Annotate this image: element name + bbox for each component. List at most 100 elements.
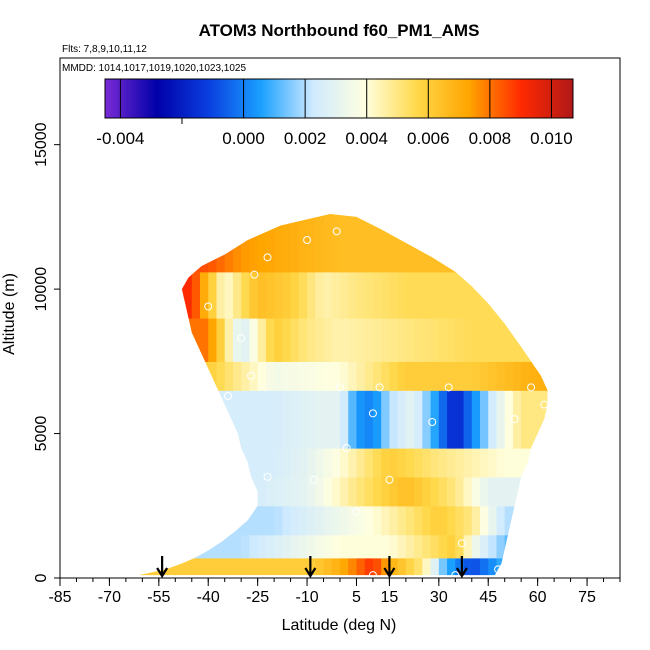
heatmap-cell [471, 361, 481, 391]
heatmap-cell [348, 505, 358, 536]
heatmap-cell [463, 476, 473, 507]
heatmap-cell [307, 390, 316, 449]
heatmap-cell [471, 534, 481, 559]
heatmap-cell [381, 534, 391, 559]
heatmap-cell [430, 505, 440, 536]
heatmap-cell [191, 318, 201, 362]
heatmap-cell [381, 361, 391, 391]
heatmap-cell [208, 318, 218, 362]
x-tick-label: -10 [295, 589, 318, 606]
heatmap-cell [455, 557, 465, 576]
heatmap-cell [480, 557, 489, 576]
heatmap-cell [529, 505, 539, 536]
heatmap-cell [447, 214, 456, 273]
heatmap-cell [512, 448, 522, 478]
heatmap-cell [430, 557, 440, 576]
x-axis-label: Latitude (deg N) [282, 617, 397, 634]
heatmap-cell [381, 214, 391, 273]
heatmap-cell [340, 557, 349, 576]
heatmap-cell [175, 448, 185, 478]
heatmap-cell [504, 390, 514, 449]
heatmap-cell [142, 476, 152, 507]
heatmap-cell [372, 318, 382, 362]
heatmap-cell [232, 476, 242, 507]
colorbar-tick-label: 0.004 [345, 129, 388, 148]
heatmap-cell [298, 534, 308, 559]
heatmap-cell [521, 390, 531, 449]
heatmap-cell [405, 214, 415, 273]
heatmap-cell [496, 214, 506, 273]
heatmap-cell [175, 214, 185, 273]
heatmap-cell [488, 318, 498, 362]
heatmap-cell [414, 271, 423, 319]
heatmap-cell [504, 505, 514, 536]
heatmap-cell [562, 477, 571, 506]
heatmap-cell [126, 448, 135, 477]
heatmap-cell [232, 271, 242, 319]
heatmap-cell [414, 214, 423, 273]
heatmap-cell [463, 361, 473, 391]
heatmap-cell [158, 476, 168, 507]
heatmap-cell [307, 448, 316, 478]
heatmap-cell [529, 214, 539, 273]
heatmap-cell [249, 318, 259, 362]
heatmap-cell [249, 271, 259, 319]
sample-point [247, 371, 256, 380]
heatmap-cell [496, 271, 506, 319]
heatmap-cell [397, 361, 407, 391]
heatmap-cell [323, 505, 333, 536]
heatmap-cell [389, 318, 399, 362]
heatmap-cell [447, 534, 456, 559]
heatmap-cell [554, 558, 563, 579]
heatmap-cell [554, 202, 563, 272]
heatmap-cell [200, 505, 209, 536]
heatmap-cell [175, 361, 185, 391]
heatmap-cell [529, 534, 539, 559]
heatmap-cell [422, 214, 432, 273]
heatmap-cell [422, 318, 432, 362]
heatmap-cell [348, 448, 358, 478]
heatmap-cell [191, 214, 201, 273]
heatmap-cell [397, 557, 407, 576]
heatmap-cell [200, 214, 209, 273]
x-tick-label: -85 [48, 589, 71, 606]
heatmap-cell [356, 390, 366, 449]
chart-title: ATOM3 Northbound f60_PM1_AMS [199, 21, 480, 40]
heatmap-cell [455, 318, 465, 362]
heatmap-cell [315, 448, 325, 478]
heatmap-cell [109, 202, 118, 272]
heatmap-cell [200, 318, 209, 362]
heatmap-cell [224, 476, 234, 507]
heatmap-cell [315, 390, 325, 449]
heatmap-cell [447, 448, 456, 478]
heatmap-cell [504, 476, 514, 507]
heatmap-cell [512, 390, 522, 449]
heatmap-cell [512, 271, 522, 319]
heatmap-cell [397, 214, 407, 273]
heatmap-cell [496, 448, 506, 478]
sample-point [237, 334, 246, 343]
heatmap-cell [537, 214, 547, 273]
heatmap-cell [405, 557, 415, 576]
heatmap-cell [438, 390, 448, 449]
heatmap-cell [521, 318, 531, 362]
arrow-marker [383, 556, 396, 579]
heatmap-cell [175, 390, 185, 449]
heatmap-cell [282, 318, 292, 362]
heatmap-cell [167, 557, 176, 576]
heatmap-cell [208, 534, 218, 559]
heatmap-cell [438, 534, 448, 559]
heatmap-cell [224, 318, 234, 362]
heatmap-cell [562, 390, 571, 448]
heatmap-cell [241, 361, 251, 391]
heatmap-cell [274, 271, 283, 319]
heatmap-cell [496, 476, 506, 507]
heatmap-cell [208, 557, 218, 576]
heatmap-cell [307, 271, 316, 319]
colorbar-tick-label: 0.002 [284, 129, 327, 148]
heatmap-cell [521, 271, 531, 319]
heatmap-cell [372, 476, 382, 507]
heatmap-cell [562, 361, 571, 390]
heatmap-cell [232, 505, 242, 536]
